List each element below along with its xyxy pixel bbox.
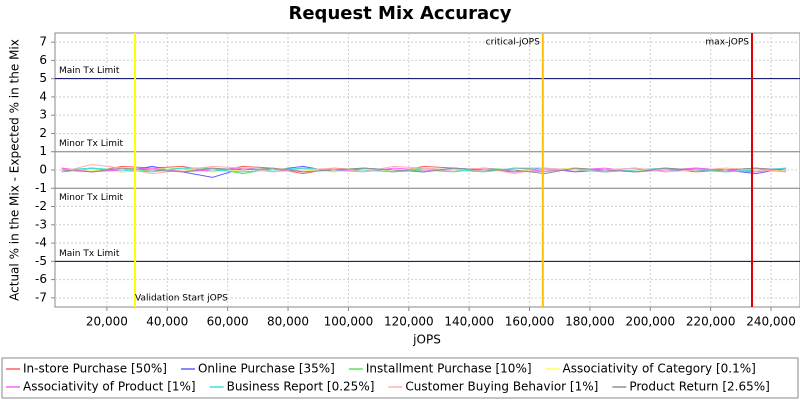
- legend: [1, 357, 799, 399]
- y-tick-label: -7: [35, 290, 47, 304]
- legend-label: Customer Buying Behavior [1%]: [405, 380, 598, 394]
- x-tick-label: 60,000: [207, 315, 249, 329]
- legend-label: Installment Purchase [10%]: [366, 362, 532, 376]
- y-tick-label: 4: [39, 89, 47, 103]
- x-axis-label: jOPS: [412, 333, 441, 347]
- x-tick-label: 100,000: [324, 315, 374, 329]
- x-tick-label: 180,000: [565, 315, 615, 329]
- limit-label: Main Tx Limit: [59, 66, 120, 76]
- y-tick-label: 0: [39, 163, 47, 177]
- legend-label: Associativity of Product [1%]: [23, 380, 196, 394]
- legend-label: Online Purchase [35%]: [198, 362, 335, 376]
- x-tick-label: 200,000: [625, 315, 675, 329]
- y-tick-label: 2: [39, 126, 47, 140]
- chart-title: Request Mix Accuracy: [288, 3, 511, 24]
- x-tick-label: 120,000: [384, 315, 434, 329]
- y-tick-label: 1: [39, 144, 47, 158]
- x-tick-label: 40,000: [146, 315, 188, 329]
- y-tick-label: 5: [39, 71, 47, 85]
- limit-label: Minor Tx Limit: [59, 139, 124, 149]
- y-tick-label: 6: [39, 53, 47, 67]
- x-tick-label: 140,000: [444, 315, 494, 329]
- y-tick-label: -6: [35, 272, 47, 286]
- y-tick-label: -4: [35, 236, 47, 250]
- limit-label: Main Tx Limit: [59, 249, 120, 259]
- x-tick-label: 80,000: [267, 315, 309, 329]
- y-axis-label: Actual % in the Mix - Expected % in the …: [8, 39, 22, 301]
- legend-label: Associativity of Category [0.1%]: [563, 362, 756, 376]
- x-tick-label: 160,000: [505, 315, 555, 329]
- marker-label: critical-jOPS: [486, 38, 540, 48]
- legend-label: Product Return [2.65%]: [629, 380, 770, 394]
- series-line: [61, 164, 787, 175]
- legend-label: Business Report [0.25%]: [227, 380, 375, 394]
- y-tick-label: -2: [35, 199, 47, 213]
- series-line: [61, 167, 787, 175]
- marker-label: max-jOPS: [705, 38, 749, 48]
- x-tick-label: 20,000: [86, 315, 128, 329]
- legend-label: In-store Purchase [50%]: [23, 362, 167, 376]
- y-tick-label: -5: [35, 254, 47, 268]
- marker-label: Validation Start jOPS: [135, 294, 228, 304]
- y-tick-label: -3: [35, 217, 47, 231]
- limit-label: Minor Tx Limit: [59, 193, 124, 203]
- x-tick-label: 240,000: [746, 315, 796, 329]
- y-tick-label: 7: [39, 35, 47, 49]
- y-tick-label: -1: [35, 181, 47, 195]
- y-tick-label: 3: [39, 108, 47, 122]
- x-tick-label: 220,000: [686, 315, 736, 329]
